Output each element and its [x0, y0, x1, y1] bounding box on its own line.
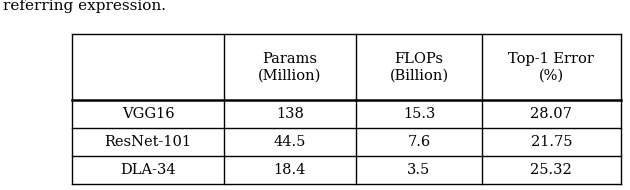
- Text: 7.6: 7.6: [408, 135, 430, 149]
- Text: 3.5: 3.5: [408, 163, 430, 177]
- Text: 44.5: 44.5: [273, 135, 306, 149]
- Text: Params
(Million): Params (Million): [258, 51, 321, 83]
- Text: Top-1 Error
(%): Top-1 Error (%): [508, 51, 594, 83]
- Text: DLA-34: DLA-34: [120, 163, 176, 177]
- Text: 18.4: 18.4: [273, 163, 306, 177]
- Text: 21.75: 21.75: [530, 135, 572, 149]
- Text: FLOPs
(Billion): FLOPs (Billion): [389, 51, 449, 83]
- Text: 138: 138: [276, 107, 304, 121]
- Text: referring expression.: referring expression.: [3, 0, 166, 13]
- Text: 28.07: 28.07: [530, 107, 572, 121]
- Text: 15.3: 15.3: [403, 107, 435, 121]
- Text: VGG16: VGG16: [122, 107, 175, 121]
- Text: 25.32: 25.32: [530, 163, 572, 177]
- Text: ResNet-101: ResNet-101: [105, 135, 192, 149]
